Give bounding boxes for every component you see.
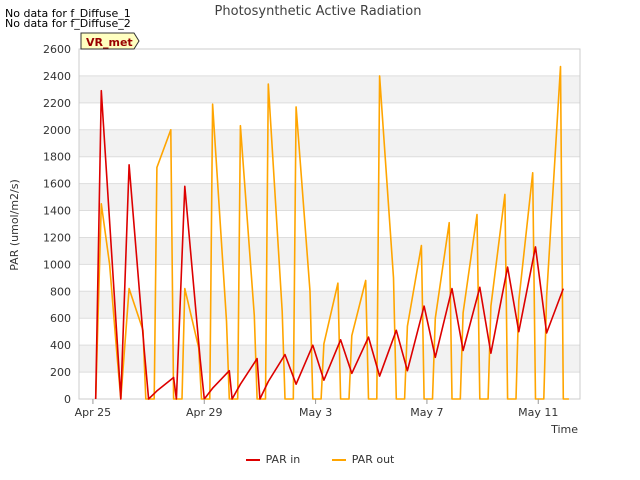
y-tick-label: 1400	[43, 205, 71, 218]
legend: PAR in PAR out	[0, 453, 640, 466]
plot-area	[78, 48, 581, 400]
band-stripe	[79, 183, 580, 211]
y-tick-label: 1600	[43, 178, 71, 191]
y-tick-label: 2000	[43, 124, 71, 137]
y-tick-label: 1000	[43, 258, 71, 271]
y-tick-label: 2400	[43, 70, 71, 83]
y-tick-label: 0	[64, 393, 71, 406]
series-line-par-in	[94, 89, 565, 400]
x-tick-label: Apr 29	[186, 406, 223, 419]
legend-swatch-par-in	[245, 459, 260, 461]
y-tick-label: 1200	[43, 231, 71, 244]
x-axis-label: Time	[550, 423, 578, 436]
chart-title: Photosynthetic Active Radiation	[215, 4, 422, 19]
legend-label-par-in: PAR in	[265, 453, 301, 466]
legend-item-par-out: PAR out	[331, 453, 395, 466]
band-stripe	[79, 75, 580, 103]
band-stripe	[79, 291, 580, 319]
band-stripe	[79, 129, 580, 157]
x-tick-label: May 3	[299, 406, 332, 419]
no-data-note-1: No data for f_Diffuse_1	[5, 7, 131, 20]
legend-label-par-out: PAR out	[351, 453, 395, 466]
legend-swatch-par-out	[331, 459, 346, 461]
x-tick-label: Apr 25	[75, 406, 112, 419]
y-tick-label: 600	[50, 312, 71, 325]
x-tick-label: May 11	[518, 406, 558, 419]
vr-met-badge: VR_met	[80, 32, 140, 50]
y-axis-label: PAR (umol/m2/s)	[8, 179, 21, 271]
y-tick-label: 800	[50, 285, 71, 298]
no-data-note-2: No data for f_Diffuse_2	[5, 17, 131, 30]
y-tick-label: 1800	[43, 151, 71, 164]
badge-label: VR_met	[86, 36, 133, 49]
legend-item-par-in: PAR in	[245, 453, 301, 466]
x-tick-label: May 7	[410, 406, 443, 419]
y-tick-label: 400	[50, 339, 71, 352]
y-tick-label: 200	[50, 366, 71, 379]
y-tick-label: 2600	[43, 43, 71, 56]
y-tick-label: 2200	[43, 97, 71, 110]
